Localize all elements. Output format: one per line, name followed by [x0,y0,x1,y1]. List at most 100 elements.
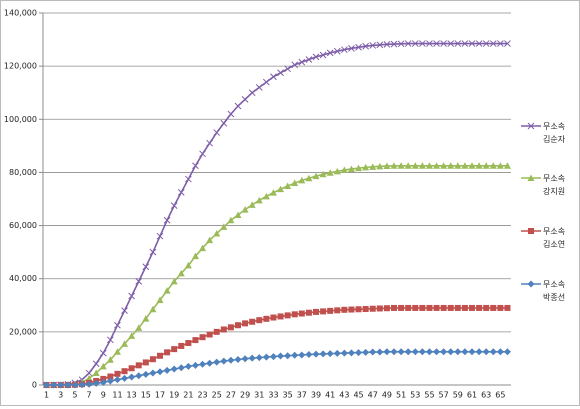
point-marker [497,304,504,311]
x-tick-label: 9 [101,391,106,400]
point-marker [206,331,213,338]
point-marker [398,304,405,311]
x-tick-label: 47 [368,391,378,400]
point-marker [121,340,129,347]
point-marker [171,346,178,353]
point-marker [135,372,143,380]
point-marker [50,381,58,389]
x-tick-label: 3 [58,391,63,400]
point-marker [440,40,447,47]
point-marker [64,381,72,389]
point-marker [142,359,149,366]
point-marker [149,356,156,363]
point-marker [305,309,312,316]
point-marker [326,350,334,358]
point-marker [213,328,220,335]
point-marker [78,381,86,389]
point-marker [411,348,419,356]
point-marker [242,320,249,327]
point-marker [503,162,511,169]
point-marker [263,315,270,322]
point-marker [121,368,128,375]
point-marker [248,354,256,362]
point-marker [383,305,390,312]
point-marker [334,307,341,314]
point-marker [234,355,242,363]
point-marker [489,162,497,169]
point-marker [362,306,369,313]
point-marker [497,40,504,47]
point-marker [504,304,511,311]
point-marker [99,378,107,386]
point-marker [333,349,341,357]
point-marker [135,362,142,369]
point-marker [355,306,362,313]
x-tick-label: 5 [72,391,77,400]
point-marker [142,315,150,322]
point-marker [255,354,263,362]
x-tick-label: 15 [141,391,151,400]
point-marker [305,56,313,63]
point-marker [483,304,490,311]
point-marker [454,304,461,311]
point-marker [376,41,384,49]
point-marker [425,348,433,356]
point-marker [177,364,185,372]
point-marker [447,40,455,47]
point-marker [255,196,263,204]
x-tick-label: 51 [396,391,406,400]
point-marker [241,96,249,103]
point-marker [362,42,369,50]
point-marker [92,369,100,377]
point-marker [426,304,433,311]
point-marker [397,162,405,169]
point-marker [85,374,93,382]
point-marker [135,278,143,285]
point-marker [199,244,207,252]
point-marker [262,192,270,200]
point-marker [461,162,469,169]
point-marker [71,381,79,389]
point-marker [527,122,535,130]
x-tick-label: 65 [495,391,505,400]
point-marker [163,287,171,294]
point-marker [43,381,51,389]
point-marker [184,261,192,269]
point-marker [503,348,511,356]
point-marker [248,89,256,97]
point-marker [106,377,114,385]
x-tick-label: 53 [410,391,420,400]
point-marker [284,65,291,73]
point-marker [121,307,128,314]
point-marker [341,306,348,313]
point-marker [425,162,433,169]
x-tick-label: 23 [197,391,207,400]
point-marker [234,211,242,218]
point-marker [277,352,285,360]
point-marker [192,162,199,170]
x-tick-label: 37 [297,391,307,400]
x-tick-label: 59 [453,391,463,400]
point-marker [418,162,426,169]
point-marker [298,176,306,184]
point-marker [404,348,412,356]
x-tick-label: 1 [44,391,49,400]
point-marker [376,305,383,312]
x-tick-label: 7 [87,391,92,400]
legend-label: 무소속 박종선 [543,280,566,302]
point-marker [447,304,454,311]
point-marker [241,206,249,213]
point-marker [362,348,370,356]
point-marker [128,292,135,300]
point-marker [177,269,185,277]
point-marker [404,40,412,47]
point-marker [305,350,313,358]
x-tick-label: 31 [254,391,264,400]
point-marker [468,162,476,169]
x-tick-label: 17 [155,391,165,400]
point-marker [383,41,391,48]
point-marker [199,360,207,368]
point-marker [106,356,114,363]
